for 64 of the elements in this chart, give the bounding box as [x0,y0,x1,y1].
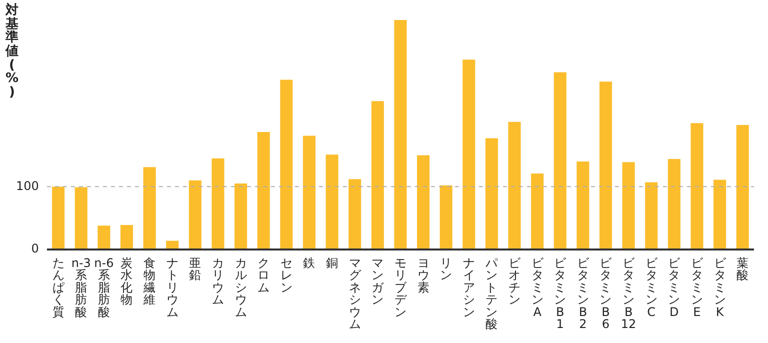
bar [371,101,384,250]
bar [416,155,430,250]
x-tick-label: ナイアシン [462,256,475,319]
bar [508,122,521,250]
y-axis-title: 対基準値(%) [4,3,20,100]
x-tick-label: モリブデン [394,256,408,319]
x-tick-label: ビタミンB2 [576,256,590,332]
x-tick-label: ヨウ素 [417,256,430,294]
bar [98,226,110,250]
x-tick-label: リン [440,256,452,282]
x-tick-label: ビタミンK [714,256,727,319]
bar [736,125,749,250]
x-tick-label: たんぱく質 [52,256,64,319]
x-tick-label: 鉄 [303,256,316,270]
x-tick-label: ビタミンB1 [554,256,568,332]
bar [143,167,156,250]
bar [234,184,248,250]
x-tick-label: n-3系脂肪酸 [71,256,91,319]
bar [554,72,566,250]
bar [645,182,658,250]
y-tick-label: 100 [16,178,39,193]
x-tick-label: パントテン酸 [484,256,499,332]
bar [440,185,452,250]
x-tick-label: クロム [258,256,270,294]
bar [280,80,293,250]
bar [326,154,338,250]
x-tick-label: 葉酸 [736,256,749,282]
bar [188,180,202,250]
x-tick-label: ナトリウム [166,256,178,319]
bar [622,162,635,250]
bar [120,225,134,250]
x-tick-label: n-6系脂肪酸 [94,256,114,319]
x-tick-label: ビタミンA [531,256,544,319]
bar [302,136,316,250]
x-tick-label: マンガン [372,256,385,307]
bar [462,60,476,250]
x-tick-label: ビタミンE [690,256,704,319]
x-tick-label: ビタミンD [668,256,682,319]
bar [52,186,65,250]
y-tick-label: 0 [31,242,39,256]
x-tick-label: セレン [280,256,292,294]
x-tick-label: カルシウム [234,256,247,319]
bar [668,158,680,250]
bar [74,187,88,250]
bar [714,180,726,250]
x-tick-label: マグネシウム [348,256,362,332]
x-tick-label: ビタミンB6 [600,256,613,332]
bar [348,179,362,250]
bar [690,123,704,250]
bar [257,132,270,250]
x-tick-label: ビタミンB12 [620,256,636,332]
bar [394,20,407,250]
x-tick-label: 食物繊維 [142,256,156,307]
bar [485,138,498,250]
x-tick-label: ビオチン [508,256,522,307]
bar [531,173,544,250]
bar [599,82,612,250]
x-tick-label: 亜鉛 [189,256,202,282]
x-tick-label: カリウム [212,256,224,307]
x-tick-label: 炭水化物 [120,256,133,307]
x-tick-label: 銅 [326,256,338,270]
x-tick-label: ビタミンC [645,256,658,319]
bar [212,158,224,250]
bar [576,162,590,250]
